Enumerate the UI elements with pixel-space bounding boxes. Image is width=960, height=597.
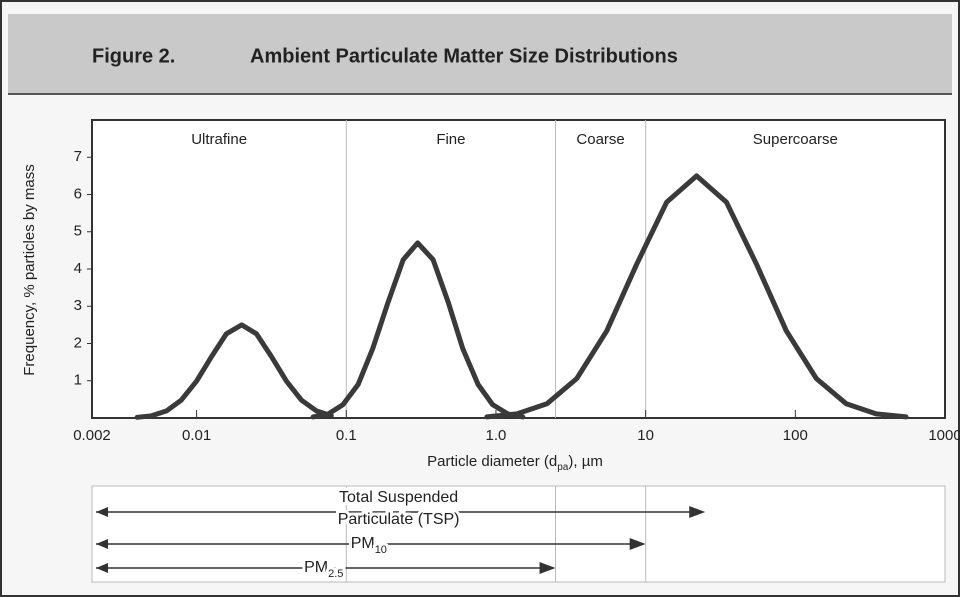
x-tick-label: 0.1 xyxy=(336,427,357,444)
region-label: Ultrafine xyxy=(191,131,247,148)
x-tick-label: 0.002 xyxy=(73,427,111,444)
y-tick-label: 6 xyxy=(74,185,82,202)
range-label: Total Suspended xyxy=(339,489,458,506)
x-tick-label: 1000 xyxy=(928,427,960,444)
x-axis-label: Particle diameter (dpa), µm xyxy=(427,453,603,473)
range-panel xyxy=(91,485,946,583)
distribution-curve xyxy=(134,322,334,420)
y-tick-label: 5 xyxy=(74,223,82,240)
range-label: Particulate (TSP) xyxy=(338,511,460,528)
chart-title: Ambient Particulate Matter Size Distribu… xyxy=(250,45,678,67)
x-tick-label: 1.0 xyxy=(486,427,507,444)
y-tick-label: 3 xyxy=(74,297,82,314)
x-label-after: ), µm xyxy=(568,453,602,470)
x-tick-label: 10 xyxy=(637,427,654,444)
x-tick-label: 100 xyxy=(783,427,808,444)
range-label: PM10 xyxy=(351,535,387,556)
arrow-head xyxy=(629,538,646,550)
x-label-sub: pa xyxy=(557,462,569,473)
y-tick-label: 2 xyxy=(74,334,82,351)
x-tick-label: 0.01 xyxy=(182,427,211,444)
region-label: Coarse xyxy=(576,131,624,148)
x-label-text: Particle diameter (d xyxy=(427,453,557,470)
y-tick-label: 1 xyxy=(74,372,82,389)
distribution-curve xyxy=(484,173,909,420)
y-tick-label: 7 xyxy=(74,148,82,165)
region-label: Fine xyxy=(436,131,465,148)
range-label-text: PM xyxy=(351,535,375,552)
arrow-head xyxy=(96,507,108,517)
arrow-head xyxy=(689,506,706,518)
arrow-head xyxy=(96,539,108,549)
arrow-head xyxy=(539,562,556,574)
range-label-sub: 2.5 xyxy=(328,568,343,580)
figure-label: Figure 2. xyxy=(92,45,175,67)
plot-area xyxy=(91,119,946,419)
y-axis-label: Frequency, % particles by mass xyxy=(21,164,38,375)
region-label: Supercoarse xyxy=(753,131,838,148)
distribution-curve xyxy=(310,240,526,420)
range-label-text: PM xyxy=(304,559,328,576)
range-label-sub: 10 xyxy=(375,544,387,556)
range-label: PM2.5 xyxy=(304,559,343,580)
arrow-head xyxy=(96,563,108,573)
header-band xyxy=(8,14,952,94)
y-tick-label: 4 xyxy=(74,260,82,277)
